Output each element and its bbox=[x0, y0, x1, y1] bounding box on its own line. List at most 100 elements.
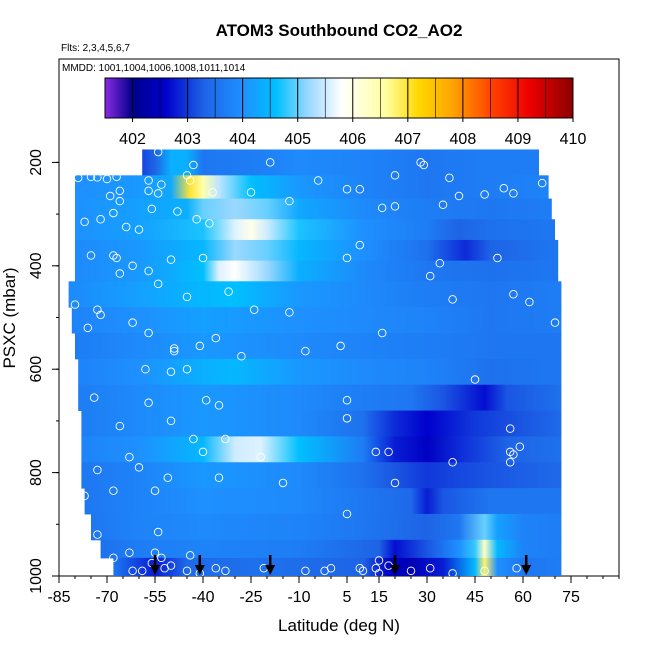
sample-point bbox=[406, 566, 416, 576]
sample-point bbox=[342, 509, 352, 519]
heatmap-band bbox=[81, 462, 562, 489]
sample-point bbox=[214, 401, 224, 410]
flight-arrow-head bbox=[265, 565, 276, 575]
colorbar-tick-label: 402 bbox=[119, 131, 146, 148]
y-tick-label: 800 bbox=[28, 459, 45, 486]
sample-point bbox=[70, 300, 80, 309]
sample-point bbox=[109, 553, 118, 563]
flight-arrows bbox=[150, 555, 532, 575]
sample-point bbox=[249, 305, 259, 314]
sample-point bbox=[109, 208, 118, 218]
sample-point bbox=[182, 171, 192, 180]
heatmap-band bbox=[71, 307, 562, 334]
sample-point bbox=[198, 447, 208, 457]
sample-point bbox=[544, 158, 553, 167]
sample-point bbox=[141, 364, 150, 374]
chart-title: ATOM3 Southbound CO2_AO2 bbox=[216, 21, 463, 40]
sample-point bbox=[374, 569, 384, 576]
sample-point bbox=[515, 442, 525, 452]
sample-point bbox=[537, 178, 547, 188]
sample-point bbox=[301, 566, 310, 576]
sample-point bbox=[358, 566, 368, 576]
sample-point bbox=[115, 421, 125, 431]
sample-point bbox=[153, 527, 163, 537]
sample-point bbox=[499, 183, 509, 193]
sample-point bbox=[377, 203, 387, 213]
sample-point bbox=[153, 279, 163, 289]
sample-point bbox=[419, 160, 429, 170]
sample-point bbox=[144, 328, 153, 338]
sample-point bbox=[128, 566, 137, 576]
sample-point bbox=[115, 196, 125, 206]
sample-point bbox=[89, 393, 99, 402]
heatmap-band bbox=[84, 488, 562, 515]
y-axis-label: PSXC (mbar) bbox=[0, 267, 19, 368]
x-tick-label: 75 bbox=[562, 589, 580, 606]
heatmap-band bbox=[100, 539, 562, 559]
sample-point bbox=[205, 219, 214, 228]
y-tick-label: 600 bbox=[28, 356, 45, 383]
sample-point bbox=[390, 202, 400, 211]
x-tick-label: -40 bbox=[191, 589, 214, 606]
sample-point bbox=[109, 251, 118, 260]
sample-point bbox=[480, 190, 489, 199]
x-axis: -85 -70 -55 -40 -25 -10 5 15 30 45 60 75 bbox=[47, 576, 620, 606]
sample-point bbox=[134, 225, 144, 234]
x-tick-label: 5 bbox=[343, 589, 352, 606]
sample-point bbox=[342, 185, 352, 194]
x-tick-label: 45 bbox=[466, 589, 484, 606]
sample-point bbox=[214, 473, 224, 483]
y-axis: 200 400 600 800 1000 bbox=[28, 149, 59, 594]
sample-point bbox=[390, 171, 400, 180]
sample-point bbox=[169, 344, 179, 353]
sample-point bbox=[182, 364, 192, 374]
sample-point bbox=[153, 147, 163, 157]
sample-point bbox=[342, 395, 352, 405]
heatmap-band bbox=[81, 410, 562, 437]
sample-point bbox=[137, 566, 147, 576]
x-axis-label: Latitude (deg N) bbox=[278, 616, 400, 635]
sample-point bbox=[112, 172, 121, 182]
sample-point bbox=[550, 318, 560, 327]
sample-point bbox=[134, 463, 144, 472]
heatmap-band bbox=[81, 436, 562, 463]
dates-annotation: MMDD: 1001,1004,1006,1008,1011,1014 bbox=[62, 63, 246, 74]
sample-point bbox=[182, 566, 192, 576]
sample-point bbox=[448, 458, 457, 467]
sample-point bbox=[342, 253, 352, 263]
y-tick-label: 1000 bbox=[28, 558, 45, 594]
sample-point bbox=[448, 569, 457, 576]
flights-annotation: Flts: 2,3,4,5,6,7 bbox=[61, 43, 130, 54]
x-tick-label: -85 bbox=[47, 589, 70, 606]
sample-point bbox=[265, 158, 275, 167]
sample-point bbox=[64, 173, 73, 183]
sample-point bbox=[169, 346, 179, 356]
heatmap-band bbox=[75, 260, 559, 282]
sample-point bbox=[336, 341, 345, 351]
sample-point bbox=[425, 563, 435, 573]
heatmap-band bbox=[78, 384, 562, 412]
sample-point bbox=[470, 375, 480, 384]
flight-arrow-head bbox=[194, 565, 205, 575]
sample-point bbox=[454, 191, 464, 201]
sample-point bbox=[157, 553, 166, 563]
sample-point bbox=[86, 172, 96, 182]
sample-point bbox=[121, 222, 131, 232]
x-tick-label: 30 bbox=[418, 589, 436, 606]
sample-point bbox=[96, 215, 105, 224]
sample-point bbox=[480, 566, 489, 576]
sample-point bbox=[512, 563, 521, 573]
colorbar-tick-label: 407 bbox=[394, 131, 421, 148]
sample-point bbox=[109, 486, 118, 495]
colorbar-gradient bbox=[104, 77, 574, 119]
sample-point bbox=[371, 447, 381, 457]
colorbar-tick-label: 404 bbox=[229, 131, 256, 148]
sample-point bbox=[301, 346, 310, 356]
sample-point bbox=[153, 189, 163, 198]
sample-point bbox=[150, 486, 160, 495]
sample-point bbox=[201, 395, 211, 405]
colorbar-tick-label: 405 bbox=[284, 131, 311, 148]
sample-point bbox=[505, 447, 515, 457]
sample-point bbox=[221, 434, 230, 444]
sample-point bbox=[157, 180, 166, 189]
